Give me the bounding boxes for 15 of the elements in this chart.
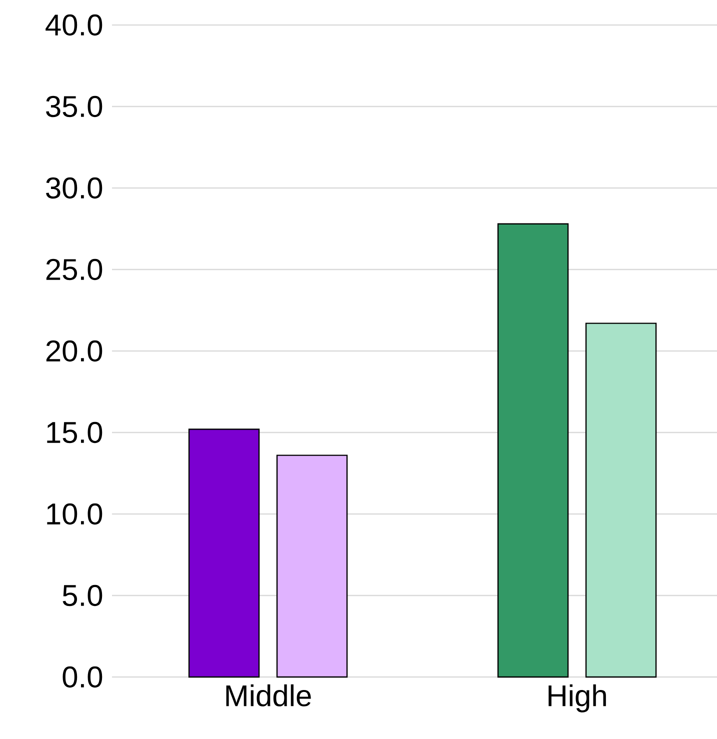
y-tick-label: 10.0	[47, 503, 102, 525]
bar	[188, 428, 260, 678]
bar	[276, 454, 348, 678]
bar	[585, 322, 657, 678]
y-tick-label: 15.0	[47, 422, 102, 444]
y-tick-label: 30.0	[46, 177, 102, 199]
y-tick-label: 40.0	[46, 14, 102, 36]
x-tick-label: Middle	[226, 684, 311, 706]
y-tick-label: 5.0	[62, 584, 102, 606]
y-tick-label: 25.0	[46, 258, 102, 280]
bar	[497, 223, 569, 678]
x-tick-label: High	[548, 684, 606, 712]
y-tick-label: 0.0	[62, 666, 102, 688]
y-tick-label: 20.0	[46, 340, 102, 362]
y-tick-label: 35.0	[46, 96, 102, 118]
